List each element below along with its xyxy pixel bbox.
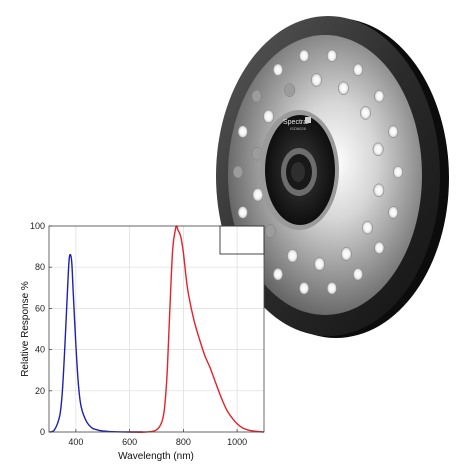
series-line-0: [48, 253, 144, 433]
y-tick-label: 0: [40, 427, 45, 437]
led-1-17: [388, 125, 399, 138]
device-lens-inner: [291, 162, 305, 182]
y-tick-label: 80: [35, 262, 45, 272]
led-0-11: [338, 81, 349, 95]
callout-box: [219, 225, 265, 255]
device-brand-logo: [305, 117, 311, 123]
led-0-2: [340, 247, 352, 261]
led-0-3: [314, 257, 325, 271]
led-1-12: [272, 63, 284, 77]
y-tick-label: 60: [35, 303, 45, 313]
device-brand-sublabel: ISO6026: [290, 126, 307, 131]
x-tick-label: 1000: [227, 437, 247, 447]
led-0-8: [263, 109, 275, 124]
x-tick-label: 800: [176, 437, 191, 447]
led-0-0: [373, 183, 385, 198]
led-1-9: [232, 165, 244, 179]
series-line-1: [129, 225, 265, 433]
led-0-1: [361, 220, 373, 235]
led-0-13: [372, 142, 384, 157]
led-0-5: [265, 224, 276, 238]
y-tick-label: 20: [35, 386, 45, 396]
led-0-12: [360, 106, 371, 120]
led-1-0: [392, 165, 404, 179]
chart-background: [49, 226, 264, 432]
ring-light-device: Spectral ISO6026: [216, 16, 449, 338]
led-1-2: [374, 241, 385, 255]
led-1-15: [352, 63, 364, 77]
chart-ticks: 400 600 800 1000 0 20 40 60 80 100: [30, 221, 247, 447]
y-axis-label: Relative Response %: [20, 281, 31, 377]
chart-frame: [48, 225, 265, 433]
led-1-6: [272, 267, 284, 281]
led-1-4: [326, 281, 337, 295]
led-1-8: [237, 206, 248, 219]
led-1-1: [388, 206, 399, 219]
led-1-11: [251, 89, 262, 103]
x-axis-label: Wavelength (nm): [118, 451, 194, 462]
led-1-3: [352, 267, 364, 281]
led-0-4: [287, 249, 298, 263]
x-tick-label: 400: [68, 437, 83, 447]
y-tick-label: 40: [35, 345, 45, 355]
led-1-16: [374, 89, 385, 103]
device-brand-label: Spectral: [283, 119, 309, 126]
led-array: [232, 49, 404, 295]
led-1-5: [299, 281, 310, 295]
spectral-response-chart: 400 600 800 1000 0 20 40 60 80 100 Wavelength (nm…: [20, 221, 265, 462]
chart-series: [48, 225, 265, 433]
x-tick-label: 600: [122, 437, 137, 447]
y-tick-label: 100: [30, 221, 45, 231]
led-1-10: [237, 125, 248, 138]
led-0-9: [284, 83, 296, 97]
led-1-14: [326, 49, 337, 63]
led-1-13: [299, 49, 310, 63]
led-0-10: [311, 73, 322, 87]
